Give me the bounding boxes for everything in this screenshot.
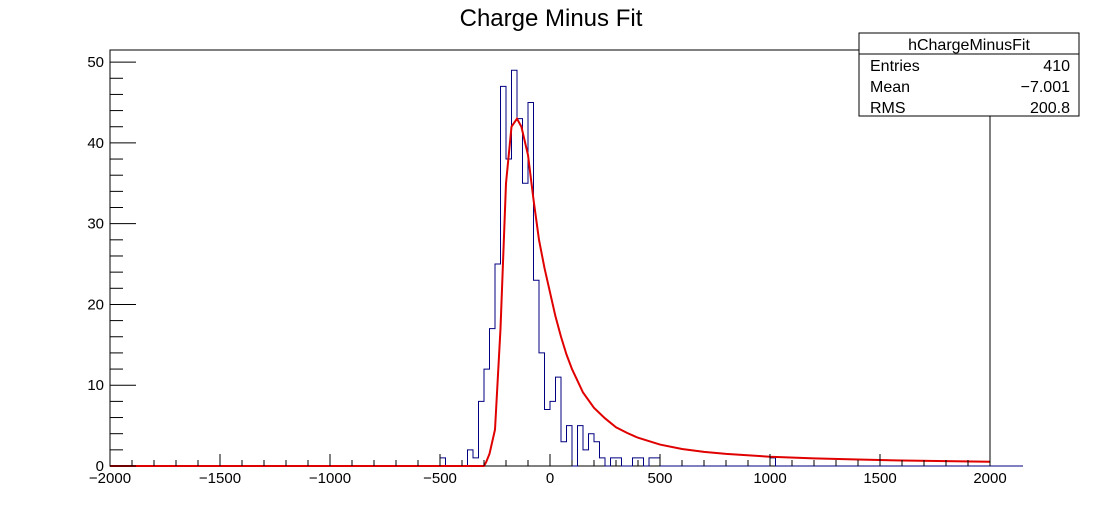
stats-box-frame [858, 32, 1080, 117]
y-tick-label: 0 [96, 458, 104, 475]
stats-entries-value: 410 [1043, 58, 1070, 75]
x-tick-label: −1500 [199, 470, 241, 487]
stats-rms-value: 200.8 [1030, 100, 1070, 117]
y-tick-label: 40 [87, 135, 104, 152]
x-tick-label: −1000 [309, 470, 351, 487]
x-axis: −2000 −1500 −1000 −500 0 500 1000 1500 2000 [89, 454, 1007, 487]
x-tick-label: 500 [647, 470, 672, 487]
stats-mean-label: Mean [870, 79, 910, 96]
chart-title: Charge Minus Fit [460, 5, 643, 32]
x-tick-label: −2000 [89, 470, 131, 487]
histogram-series [110, 69, 1023, 467]
stats-box-title: hChargeMinusFit [908, 37, 1030, 54]
y-tick-label: 30 [87, 216, 104, 233]
stats-box: hChargeMinusFit Entries 410 Mean −7.001 … [858, 32, 1080, 117]
x-tick-label: 1500 [863, 470, 896, 487]
stats-rms-label: RMS [870, 100, 906, 117]
y-tick-label: 50 [87, 54, 104, 71]
x-tick-label: 0 [546, 470, 554, 487]
stats-mean-value: −7.001 [1021, 79, 1070, 96]
y-tick-label: 10 [87, 377, 104, 394]
x-tick-label: −500 [423, 470, 457, 487]
stats-entries-label: Entries [870, 58, 920, 75]
y-axis: 0 10 20 30 40 50 [87, 54, 136, 475]
fit-curve [110, 116, 991, 467]
y-tick-label: 20 [87, 296, 104, 313]
x-tick-label: 1000 [753, 470, 786, 487]
x-tick-label: 2000 [973, 470, 1006, 487]
